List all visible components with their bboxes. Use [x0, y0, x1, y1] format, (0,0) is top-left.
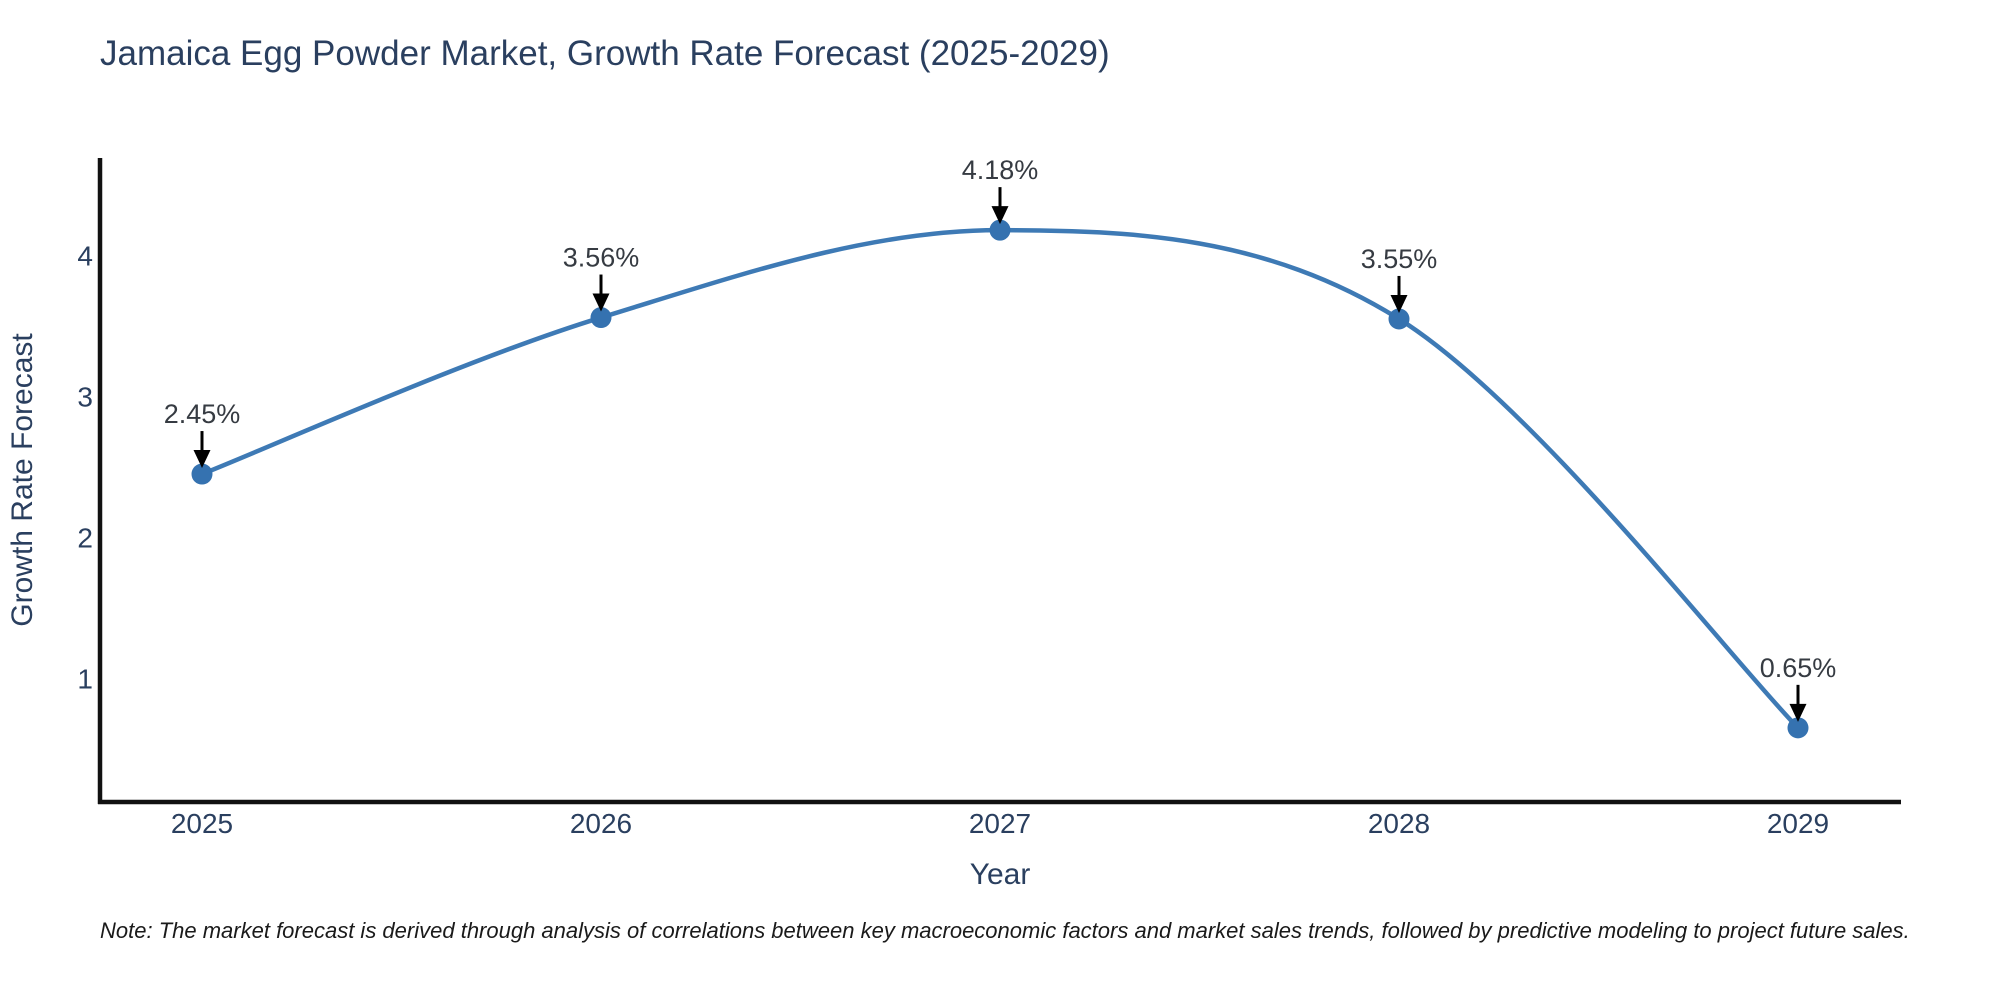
point-annotation-label: 2.45% — [164, 399, 241, 429]
y-tick-label: 3 — [77, 382, 93, 413]
y-tick-labels: 1 2 3 4 — [77, 241, 93, 695]
x-tick-label: 2027 — [969, 808, 1031, 839]
x-tick-label: 2028 — [1368, 808, 1430, 839]
annotation-arrow-head — [1390, 294, 1408, 313]
annotation-arrow-head — [592, 293, 610, 312]
x-tick-label: 2026 — [570, 808, 632, 839]
annotation-arrow-head — [193, 450, 211, 469]
data-point-marker — [989, 219, 1011, 241]
annotation-arrow-head — [1789, 703, 1807, 722]
point-annotations: 2.45% 3.56% 4.18% 3.55% 0.65% — [164, 155, 1837, 722]
data-point-marker — [1787, 717, 1809, 739]
annotation-arrow-head — [991, 206, 1009, 225]
x-tick-label: 2029 — [1767, 808, 1829, 839]
y-tick-label: 1 — [77, 664, 93, 695]
y-tick-label: 2 — [77, 523, 93, 554]
chart-title: Jamaica Egg Powder Market, Growth Rate F… — [100, 34, 1110, 73]
series-line — [199, 227, 1801, 731]
point-annotation-label: 0.65% — [1760, 653, 1837, 683]
footnote: Note: The market forecast is derived thr… — [100, 918, 1910, 943]
x-tick-labels: 2025 2026 2027 2028 2029 — [171, 808, 1829, 839]
data-point-marker — [1388, 308, 1410, 330]
point-annotation-label: 4.18% — [962, 155, 1039, 185]
x-tick-label: 2025 — [171, 808, 233, 839]
y-tick-label: 4 — [77, 241, 93, 272]
point-annotation-label: 3.56% — [563, 243, 640, 273]
y-axis-title: Growth Rate Forecast — [6, 333, 39, 627]
x-axis-title: Year — [970, 858, 1031, 891]
data-point-marker — [590, 307, 612, 329]
data-markers — [191, 219, 1809, 739]
point-annotation-label: 3.55% — [1361, 244, 1438, 274]
data-point-marker — [191, 463, 213, 485]
